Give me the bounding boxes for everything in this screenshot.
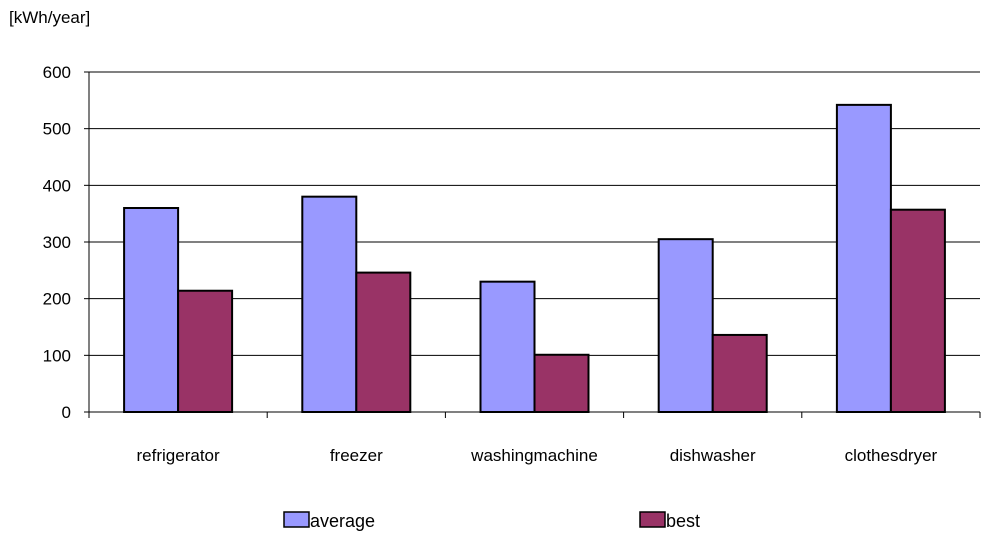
legend-swatch-average <box>283 511 310 528</box>
legend-label-average: average <box>310 511 375 531</box>
y-unit-label: [kWh/year] <box>9 8 90 27</box>
category-label: washingmachine <box>470 446 598 465</box>
bar-average-refrigerator <box>123 207 180 413</box>
category-label: refrigerator <box>137 446 220 465</box>
category-labels: refrigerator freezer washingmachine dishwas… <box>137 446 938 465</box>
y-axis-ticks: 0 100 200 300 400 500 600 <box>43 63 89 422</box>
bar-average-washingmachine <box>479 280 536 413</box>
bar-best-washingmachine <box>533 353 590 413</box>
y-tick-label: 0 <box>62 403 71 422</box>
bars <box>123 103 946 414</box>
bar-best-refrigerator <box>177 289 234 414</box>
category-label: dishwasher <box>670 446 756 465</box>
bar-average-dishwasher <box>657 238 714 413</box>
gridlines <box>89 71 980 356</box>
bar-best-clothesdryer <box>889 208 946 413</box>
category-label: clothesdryer <box>845 446 938 465</box>
bar-best-dishwasher <box>711 333 768 413</box>
bar-average-clothesdryer <box>835 103 892 413</box>
y-tick-label: 200 <box>43 290 71 309</box>
legend-label-best: best <box>666 511 700 531</box>
y-tick-label: 100 <box>43 346 71 365</box>
legend: average best <box>283 511 700 531</box>
y-tick-label: 300 <box>43 233 71 252</box>
bar-average-freezer <box>301 195 358 413</box>
legend-swatch-best <box>639 511 666 528</box>
y-tick-label: 500 <box>43 120 71 139</box>
category-label: freezer <box>330 446 383 465</box>
y-tick-label: 400 <box>43 176 71 195</box>
axes <box>88 72 981 418</box>
y-tick-label: 600 <box>43 63 71 82</box>
bar-best-freezer <box>355 271 412 413</box>
